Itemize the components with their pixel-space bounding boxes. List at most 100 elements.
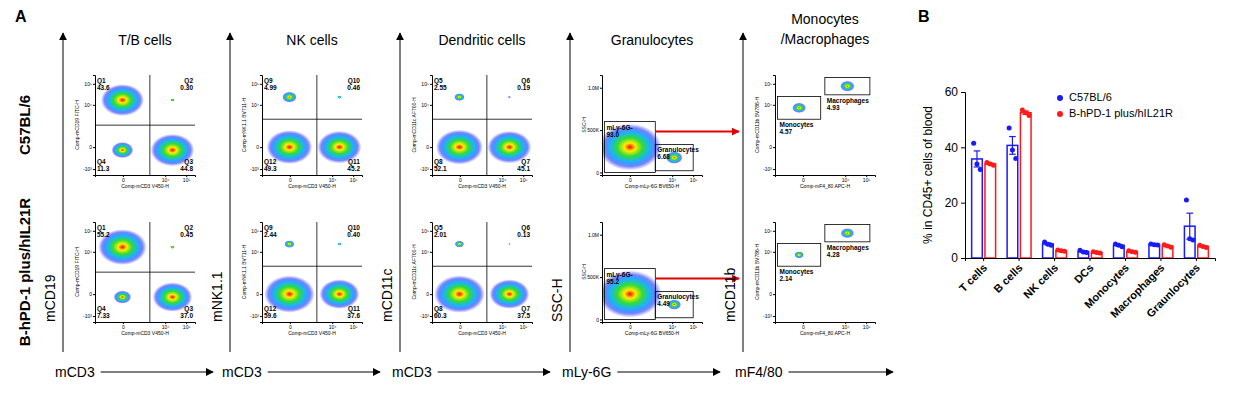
data-point <box>1010 148 1015 153</box>
y-axis: -10³010⁴10⁵ <box>420 223 432 323</box>
axis-arrow <box>268 372 380 373</box>
population-cloud <box>455 241 464 248</box>
axis-title: SSC-H <box>581 264 587 280</box>
tick: 0 <box>426 144 432 150</box>
tick: 10⁴ <box>499 175 507 183</box>
plot-area <box>777 224 869 266</box>
axis-line <box>776 323 876 325</box>
tick-label: 10⁴ <box>251 249 259 255</box>
tick-label: 1.0M <box>588 85 599 91</box>
gate-value: 93.0 <box>606 131 619 138</box>
x-axis: 010⁴10⁵ <box>603 175 703 183</box>
error-cap <box>1009 154 1016 155</box>
tick-label: 0 <box>629 177 632 183</box>
tick-label: Graunlocytes <box>1144 261 1202 319</box>
tick-mark <box>430 84 432 85</box>
tick: 0 <box>769 291 775 297</box>
gate-rect <box>604 269 655 320</box>
tick: 10⁴ <box>669 322 677 330</box>
tick-label: 10⁵ <box>84 228 92 234</box>
tick-mark <box>430 147 432 148</box>
population-cloud <box>794 251 803 258</box>
axis-label: SSC-H <box>549 278 565 322</box>
gate-line <box>316 75 317 175</box>
tick: 10⁴ <box>499 322 507 330</box>
gate-value: 7.33 <box>97 312 110 319</box>
axis-arrow <box>438 372 550 373</box>
gate-value: 0.13 <box>517 231 530 238</box>
tick-label: 10⁵ <box>350 177 358 183</box>
population-cloud <box>508 96 511 98</box>
tick-mark <box>93 147 95 148</box>
tick-label: 10⁵ <box>251 228 259 234</box>
tick-label: 10⁵ <box>863 324 871 330</box>
tick-mark <box>773 231 775 232</box>
tick-label: 0 <box>596 170 599 176</box>
tick-mark <box>430 231 432 232</box>
tick-label: 0 <box>629 324 632 330</box>
tick-mark <box>983 258 984 261</box>
tick-label: 10⁴ <box>842 177 850 183</box>
tick: 10⁵ <box>863 322 871 330</box>
flow-plot: Monocytes4.57Macrophages4.93010⁴10⁵-10³0… <box>754 76 876 190</box>
tick-label: 0 <box>256 144 259 150</box>
axis-title: Comp-mCD3 V450-H <box>458 183 506 189</box>
x-axis: 010⁴10⁵ <box>96 322 196 330</box>
tick: 10⁴ <box>669 175 677 183</box>
legend: C57BL/6B-hPD-1 plus/hIL21R <box>1057 91 1173 119</box>
tick-label: 0 <box>769 291 772 297</box>
tick-label: 40 <box>945 141 959 155</box>
tick-mark <box>93 294 95 295</box>
error-cap <box>1186 213 1193 214</box>
tick-label: 0 <box>802 324 805 330</box>
legend-label: C57BL/6 <box>1069 91 1112 103</box>
axis-line <box>430 76 433 176</box>
population-cloud <box>265 276 315 313</box>
y-axis: -10³010⁴10⁵ <box>250 76 262 176</box>
tick-label: 500K <box>587 127 599 133</box>
data-point <box>1184 197 1189 202</box>
population-cloud <box>112 142 134 158</box>
bar <box>1020 113 1031 258</box>
tick-mark <box>773 84 775 85</box>
tick: 0 <box>629 175 632 183</box>
tick-label: 1.0M <box>588 232 599 238</box>
tick-label: 10⁵ <box>764 81 772 87</box>
tick: 10⁵ <box>421 228 432 234</box>
x-axis: 010⁴10⁵ <box>776 322 876 330</box>
axis-label: mF4/80 <box>735 364 783 380</box>
gate-value: 4.28 <box>827 251 840 258</box>
axis-line <box>773 76 776 176</box>
data-point <box>1155 242 1160 247</box>
axis-label: mCD3 <box>222 364 262 380</box>
tick-mark <box>93 316 95 317</box>
axis-arrow <box>101 372 213 373</box>
population-cloud <box>171 99 175 102</box>
axis-title: % in CD45+ cells of blood <box>921 106 935 244</box>
population-cloud <box>602 124 661 170</box>
tick: 40 <box>945 141 965 155</box>
tick: -10³ <box>420 313 432 319</box>
gate-line <box>95 272 195 273</box>
data-point <box>1204 245 1209 250</box>
tick-mark <box>430 316 432 317</box>
tick-label: DCs <box>1072 261 1096 285</box>
plot-area <box>262 222 362 322</box>
gate-value: 11.3 <box>97 165 110 172</box>
tick: 10⁴ <box>84 249 95 255</box>
gate-rect <box>825 224 870 241</box>
gate-rect <box>825 77 870 94</box>
tick-label: 10⁴ <box>84 102 92 108</box>
x-axis: T cellsB cellsNK cellsDCsMonocytesMacrop… <box>957 258 1216 320</box>
axis-title: Comp-mF4_80 APC-H <box>800 330 850 336</box>
tick: 10⁴ <box>764 249 775 255</box>
tick-label: 10⁵ <box>251 81 259 87</box>
tick-label: 0 <box>596 317 599 323</box>
tick-label: 0 <box>459 177 462 183</box>
population-cloud <box>602 271 661 317</box>
tick: 0 <box>951 251 965 265</box>
tick: 0 <box>89 291 95 297</box>
tick-label: -10³ <box>250 166 259 172</box>
gate-value: 4.99 <box>264 84 277 91</box>
gate-value: 4.49 <box>657 300 670 307</box>
